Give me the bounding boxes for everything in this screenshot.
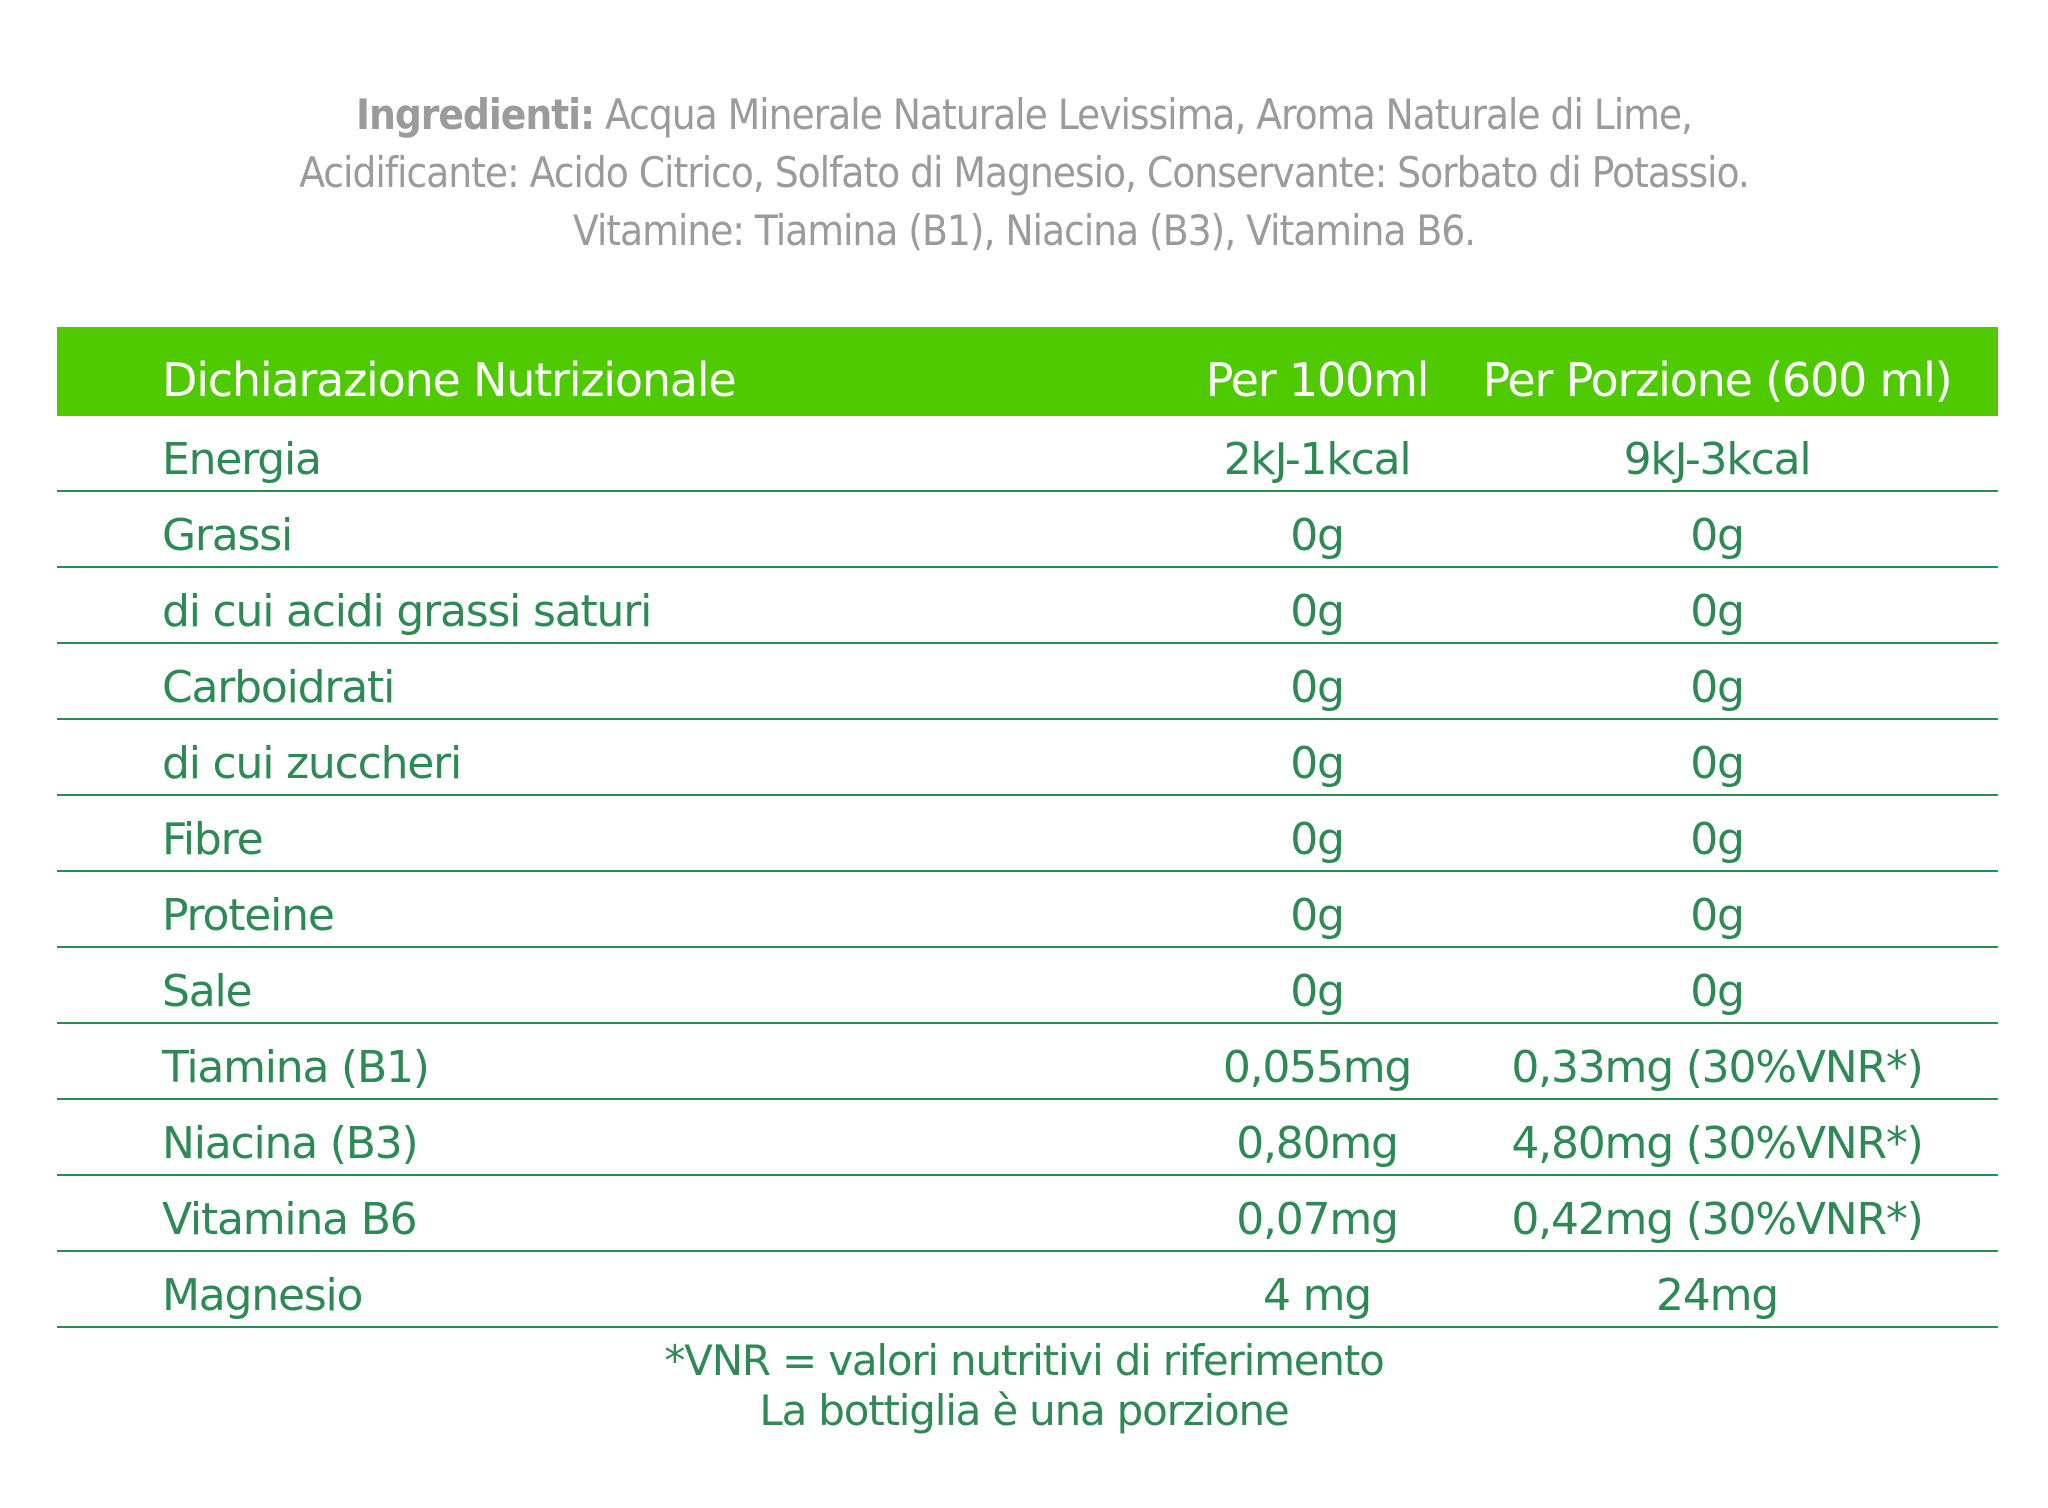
table-row: Vitamina B6 0,07mg 0,42mg (30%VNR*)	[57, 1176, 1998, 1252]
row-nutrient-name: Energia	[162, 433, 322, 485]
nutrition-table-header: Dichiarazione Nutrizionale Per 100ml Per…	[57, 327, 1998, 416]
row-nutrient-name: Tiamina (B1)	[162, 1041, 430, 1093]
row-value-per-portion: 0g	[1690, 813, 1745, 865]
row-nutrient-name: Proteine	[162, 889, 335, 941]
row-value-per-100ml: 0g	[1290, 509, 1345, 561]
row-nutrient-name: Grassi	[162, 509, 293, 561]
row-nutrient-name: Fibre	[162, 813, 264, 865]
row-nutrient-name: di cui zuccheri	[162, 737, 462, 789]
table-row: di cui zuccheri 0g 0g	[57, 720, 1998, 796]
table-row: Niacina (B3) 0,80mg 4,80mg (30%VNR*)	[57, 1100, 1998, 1176]
table-row: Magnesio 4 mg 24mg	[57, 1252, 1998, 1328]
row-nutrient-name: Sale	[162, 965, 253, 1017]
row-value-per-portion: 0g	[1690, 965, 1745, 1017]
footnote-vnr-definition: *VNR = valori nutritivi di riferimento	[664, 1336, 1384, 1385]
row-value-per-portion: 9kJ-3kcal	[1623, 433, 1812, 485]
ingredients-text: Ingredienti: Acqua Minerale Naturale Lev…	[102, 86, 1945, 260]
ingredients-line-1-text: Acqua Minerale Naturale Levissima, Aroma…	[594, 90, 1693, 139]
row-value-per-100ml: 0,07mg	[1236, 1193, 1399, 1245]
table-row: Carboidrati 0g 0g	[57, 644, 1998, 720]
header-per-100ml: Per 100ml	[1205, 352, 1430, 407]
row-value-per-100ml: 0,055mg	[1222, 1041, 1413, 1093]
table-row: Proteine 0g 0g	[57, 872, 1998, 948]
row-value-per-portion: 0,33mg (30%VNR*)	[1511, 1041, 1923, 1093]
ingredients-line-3: Vitamine: Tiamina (B1), Niacina (B3), Vi…	[572, 206, 1476, 255]
header-nutrition-declaration: Dichiarazione Nutrizionale	[162, 352, 737, 407]
row-value-per-portion: 0g	[1690, 509, 1745, 561]
row-nutrient-name: di cui acidi grassi saturi	[162, 585, 652, 637]
footnote: *VNR = valori nutritivi di riferimento L…	[0, 1336, 2048, 1436]
row-value-per-100ml: 0g	[1290, 737, 1345, 789]
header-per-portion: Per Porzione (600 ml)	[1482, 352, 1953, 407]
row-value-per-100ml: 2kJ-1kcal	[1223, 433, 1412, 485]
row-value-per-portion: 0g	[1690, 661, 1745, 713]
row-nutrient-name: Magnesio	[162, 1269, 363, 1321]
row-value-per-portion: 0g	[1690, 737, 1745, 789]
row-value-per-portion: 4,80mg (30%VNR*)	[1511, 1117, 1923, 1169]
ingredients-line-1: Ingredienti: Acqua Minerale Naturale Lev…	[102, 86, 1945, 144]
row-value-per-portion: 0,42mg (30%VNR*)	[1511, 1193, 1923, 1245]
row-nutrient-name: Carboidrati	[162, 661, 395, 713]
row-value-per-100ml: 0g	[1290, 585, 1345, 637]
nutrition-table-body: Energia 2kJ-1kcal 9kJ-3kcal Grassi 0g 0g di cu…	[57, 416, 1998, 1328]
nutrition-table: Dichiarazione Nutrizionale Per 100ml Per…	[57, 327, 1998, 1328]
row-value-per-100ml: 0g	[1290, 889, 1345, 941]
row-nutrient-name: Niacina (B3)	[162, 1117, 419, 1169]
table-row: Tiamina (B1) 0,055mg 0,33mg (30%VNR*)	[57, 1024, 1998, 1100]
ingredients-line-2: Acidificante: Acido Citrico, Solfato di …	[299, 148, 1750, 197]
ingredients-label: Ingredienti:	[356, 90, 595, 139]
row-value-per-portion: 0g	[1690, 585, 1745, 637]
table-row: Sale 0g 0g	[57, 948, 1998, 1024]
row-value-per-portion: 24mg	[1656, 1269, 1779, 1321]
row-value-per-100ml: 4 mg	[1263, 1269, 1372, 1321]
row-value-per-100ml: 0g	[1290, 813, 1345, 865]
table-row: Grassi 0g 0g	[57, 492, 1998, 568]
table-row: di cui acidi grassi saturi 0g 0g	[57, 568, 1998, 644]
row-nutrient-name: Vitamina B6	[162, 1193, 418, 1245]
table-row: Energia 2kJ-1kcal 9kJ-3kcal	[57, 416, 1998, 492]
table-row: Fibre 0g 0g	[57, 796, 1998, 872]
row-value-per-portion: 0g	[1690, 889, 1745, 941]
row-value-per-100ml: 0,80mg	[1236, 1117, 1399, 1169]
row-value-per-100ml: 0g	[1290, 661, 1345, 713]
row-value-per-100ml: 0g	[1290, 965, 1345, 1017]
footnote-portion-note: La bottiglia è una porzione	[759, 1386, 1289, 1435]
